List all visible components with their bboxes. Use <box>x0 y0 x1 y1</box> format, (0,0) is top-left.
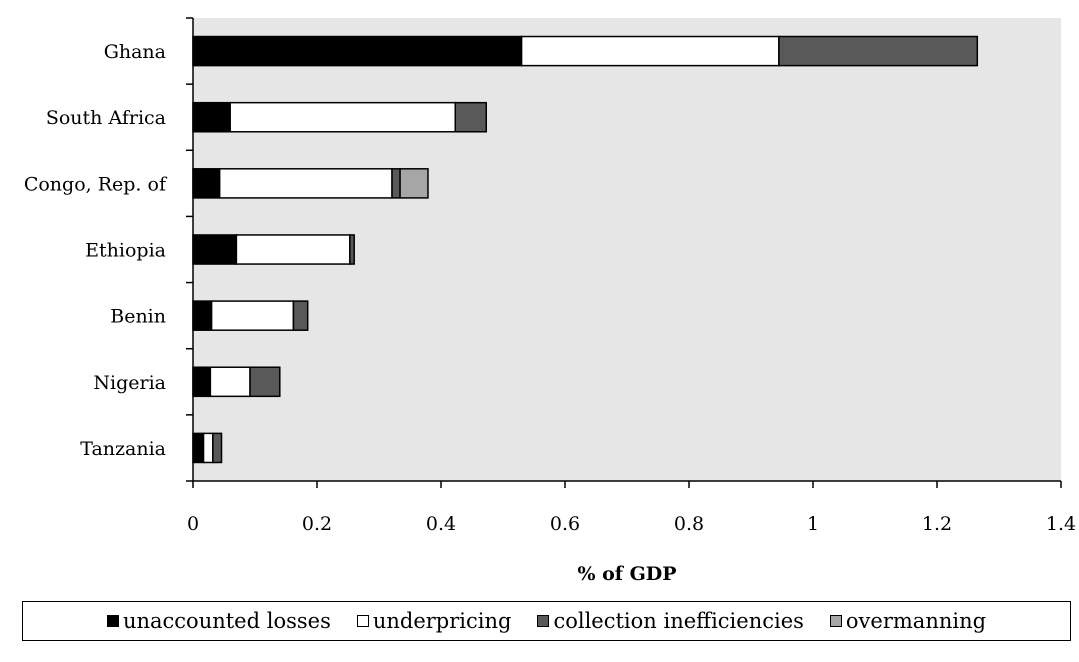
bar-ghana-underpricing <box>520 35 780 67</box>
x-tick-label: 1.4 <box>1046 513 1076 535</box>
x-tick-labels-group: 0 0.2 0.4 0.6 0.8 1 1.2 1.4 <box>187 513 1076 535</box>
category-label-ghana: Ghana <box>104 41 166 63</box>
bar-benin-unaccounted-losses <box>192 300 213 331</box>
bar-south-africa-collection-inefficiencies <box>454 101 488 133</box>
legend-item-collection-inefficiencies: collection inefficiencies <box>537 609 804 633</box>
bar-south-africa-underpricing <box>229 101 457 133</box>
bar-tanzania-collection-inefficiencies <box>212 432 223 464</box>
legend-swatch <box>537 615 550 627</box>
legend-label: unaccounted losses <box>122 609 331 633</box>
bar-ethiopia-unaccounted-losses <box>192 234 238 265</box>
bar-benin-underpricing <box>210 300 295 331</box>
category-label-congo-rep-of: Congo, Rep. of <box>24 173 168 195</box>
legend-label: collection inefficiencies <box>553 609 804 633</box>
legend-swatch <box>829 615 842 627</box>
category-label-benin: Benin <box>110 306 166 328</box>
x-tick-label: 0.8 <box>674 513 704 535</box>
axes-group <box>192 18 1061 482</box>
bar-congo-rep-of-overmanning <box>399 168 429 199</box>
bar-congo-rep-of-collection-inefficiencies <box>391 168 401 199</box>
bar-chart: Ghana South Africa Congo, Rep. of Ethiopia B… <box>24 17 1076 585</box>
bar-congo-rep-of-underpricing <box>218 168 393 199</box>
bar-nigeria-collection-inefficiencies <box>249 366 281 398</box>
bar-tanzania-unaccounted-losses <box>192 432 205 464</box>
legend-swatch <box>106 615 119 627</box>
legend-item-overmanning: overmanning <box>829 609 987 633</box>
legend-label: overmanning <box>845 609 987 633</box>
category-label-tanzania: Tanzania <box>80 438 166 460</box>
bar-tanzania-underpricing <box>202 432 214 464</box>
category-label-south-africa: South Africa <box>46 107 166 129</box>
x-tick-label: 0.4 <box>426 513 456 535</box>
legend-item-underpricing: underpricing <box>356 609 512 633</box>
y-ticks-group <box>186 17 193 482</box>
legend: unaccounted losses underpricing collection… <box>22 601 1071 641</box>
bar-ethiopia-underpricing <box>235 234 351 265</box>
x-tick-label: 0.2 <box>302 513 332 535</box>
x-tick-label: 0 <box>187 513 199 535</box>
category-label-nigeria: Nigeria <box>93 372 166 394</box>
bar-south-africa-unaccounted-losses <box>192 101 231 133</box>
bar-congo-rep-of-unaccounted-losses <box>192 168 221 199</box>
x-axis-title: % of GDP <box>577 563 676 585</box>
category-label-ethiopia: Ethiopia <box>85 240 166 262</box>
x-tick-label: 1 <box>807 513 819 535</box>
bar-ethiopia-collection-inefficiencies <box>349 234 355 265</box>
category-labels-group: Ghana South Africa Congo, Rep. of Ethiopia B… <box>24 41 168 460</box>
x-tick-label: 0.6 <box>550 513 580 535</box>
bar-nigeria-underpricing <box>209 366 251 398</box>
x-ticks-group <box>192 481 1062 488</box>
bar-benin-collection-inefficiencies <box>292 300 309 331</box>
x-tick-label: 1.2 <box>922 513 952 535</box>
bar-nigeria-unaccounted-losses <box>192 366 212 398</box>
legend-label: underpricing <box>372 609 512 633</box>
legend-item-unaccounted-losses: unaccounted losses <box>106 609 331 633</box>
legend-swatch <box>356 615 369 627</box>
bar-ghana-collection-inefficiencies <box>778 35 979 67</box>
bar-ghana-unaccounted-losses <box>192 35 523 67</box>
bars-group <box>192 35 979 464</box>
